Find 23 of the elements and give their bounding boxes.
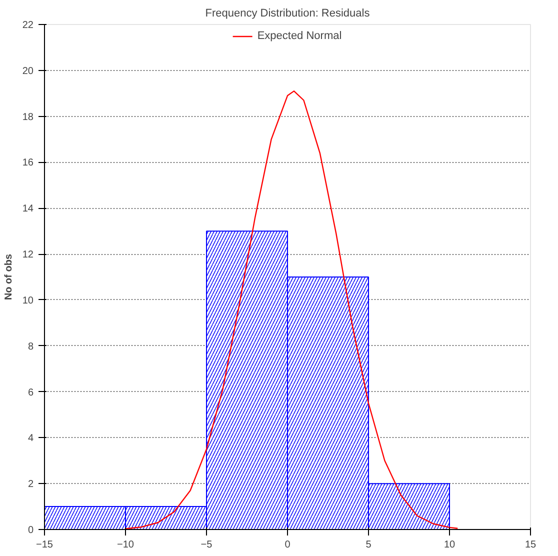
x-tick-label: 15 [524,540,536,550]
x-tick-label: 0 [284,540,291,550]
y-tick-label: 12 [22,250,34,261]
legend-label: Expected Normal [257,30,342,42]
chart-title: Frequency Distribution: Residuals [205,8,370,20]
y-tick-label: 10 [22,295,34,306]
y-tick-label: 8 [28,341,34,352]
x-tick-label: 5 [366,540,372,550]
x-tick-label: 10 [444,540,456,550]
y-tick-label: 20 [22,66,34,77]
y-tick-label: 0 [28,525,34,536]
y-tick-label: 6 [28,387,34,398]
y-tick-label: 14 [22,204,34,215]
y-tick-label: 18 [22,112,34,123]
x-tick-label: −5 [200,540,213,550]
y-tick-label: 4 [28,433,34,444]
y-tick-label: 16 [22,158,34,169]
y-tick-label: 2 [28,479,34,490]
y-tick-label: 22 [22,20,34,31]
x-tick-label: −10 [117,540,134,550]
y-axis-title: No of obs [3,254,14,300]
line-series [124,90,458,530]
x-tick-label: −15 [36,540,54,550]
